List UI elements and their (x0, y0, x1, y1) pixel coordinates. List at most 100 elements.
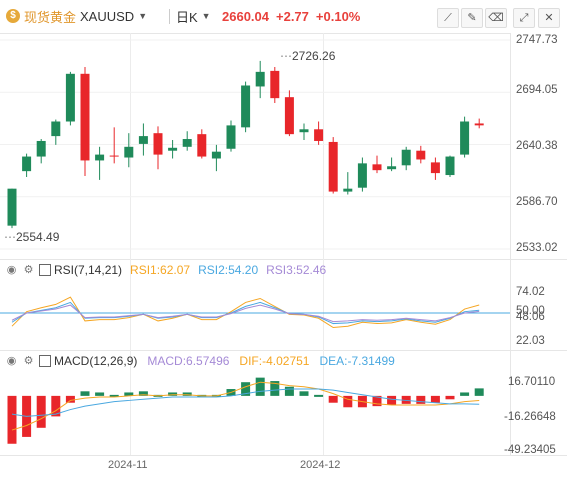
macd-bar (36, 395, 46, 428)
macd-bar (284, 386, 294, 396)
candle-body (211, 151, 221, 159)
rsi-title: RSI(7,14,21) (54, 263, 123, 277)
candle-body (299, 129, 309, 133)
macd-tick: -49.23405 (504, 444, 556, 456)
macd-bar (255, 377, 265, 396)
price-tick: 2586.70 (516, 196, 558, 208)
macd-bar (445, 395, 455, 400)
candle-body (153, 133, 163, 155)
macd-bar (460, 392, 470, 396)
macd-bar (372, 395, 382, 407)
eraser-icon[interactable]: ⌫ (485, 8, 507, 28)
macd-header: ◉ ⚙ MACD(12,26,9) MACD:6.57496 DIF:-4.02… (5, 353, 395, 369)
macd-bar (95, 392, 105, 396)
macd-bar (299, 391, 309, 396)
candle-body (65, 73, 75, 122)
price-summary: 2660.04 +2.77 +0.10% (222, 6, 367, 26)
macd-bar (65, 395, 75, 403)
chevron-down-icon: ▼ (201, 11, 211, 21)
candle-body (445, 156, 455, 176)
macd-bar (387, 395, 397, 405)
eye-icon[interactable]: ◉ (6, 354, 17, 367)
macd-bar (138, 391, 148, 396)
rsi-line (11, 304, 480, 323)
candle-body (343, 188, 353, 192)
macd-tick: 16.70110 (508, 376, 556, 388)
last-price: 2660.04 (222, 8, 269, 24)
fullscreen-icon[interactable]: ⤢ (513, 8, 535, 28)
macd-bar (416, 395, 426, 404)
rsi-header: ◉ ⚙ RSI(7,14,21) RSI1:62.07 RSI2:54.20 R… (5, 262, 327, 278)
rsi3-value: RSI3:52.46 (266, 263, 327, 277)
candle-body (138, 136, 148, 144)
candle-body (460, 121, 470, 155)
dea-value: DEA:-7.31499 (319, 354, 395, 368)
macd-bar (430, 395, 440, 403)
x-axis-label: 2024-12 (300, 459, 341, 471)
gold-coin-icon: $ (6, 9, 20, 23)
macd-bar (401, 395, 411, 404)
candle-body (387, 166, 397, 170)
candle-body (284, 97, 294, 135)
pencil-icon[interactable]: ✎ (461, 8, 483, 28)
candle-body (401, 149, 411, 166)
rsi-tick: 48.06 (516, 311, 545, 323)
dea-line (11, 388, 480, 417)
rsi-tick: 22.03 (516, 335, 545, 347)
price-tick: 2533.02 (516, 242, 558, 254)
candle-body (80, 73, 90, 161)
x-axis-label: 2024-11 (108, 459, 148, 471)
candle-body (51, 121, 61, 137)
checkbox-icon[interactable] (39, 355, 51, 367)
chart-header: $ 现货黄金 XAUUSD ▼ 日K ▼ 2660.04 +2.77 +0.10… (0, 0, 567, 33)
candle-body (226, 125, 236, 149)
candle-body (430, 162, 440, 174)
low-value: 2554.49 (16, 230, 60, 244)
candle-body (95, 154, 105, 161)
price-change-pct: +0.10% (315, 8, 361, 24)
interval-selector[interactable]: 日K ▼ (176, 6, 211, 26)
candle-body (372, 164, 382, 171)
candle-body (270, 70, 280, 99)
dif-value: DIF:-4.02751 (239, 354, 310, 368)
candle-body (314, 129, 324, 141)
symbol-code: XAUUSD (80, 8, 135, 24)
candle-body (36, 140, 46, 157)
macd-bar (474, 388, 484, 396)
symbol-selector[interactable]: $ 现货黄金 XAUUSD ▼ (6, 6, 147, 26)
high-annotation: ⋯2726.26 (280, 49, 336, 63)
eye-icon[interactable]: ◉ (6, 263, 17, 276)
candle-body (357, 163, 367, 188)
candle-body (182, 139, 192, 147)
macd-bar (7, 395, 17, 444)
low-annotation: ⋯2554.49 (4, 230, 60, 244)
instrument-name: 现货黄金 (24, 9, 77, 25)
price-change: +2.77 (276, 8, 309, 24)
rsi2-value: RSI2:54.20 (198, 263, 259, 277)
chevron-down-icon: ▼ (138, 11, 148, 21)
candle-body (197, 134, 207, 157)
draw-line-icon[interactable]: ⟋ (437, 8, 459, 28)
rsi-tick: 74.02 (516, 286, 545, 298)
high-value: 2726.26 (292, 49, 336, 63)
candle-body (328, 141, 338, 192)
macd-bar (168, 392, 178, 396)
checkbox-icon[interactable] (39, 264, 51, 276)
gear-icon[interactable]: ⚙ (23, 263, 34, 276)
macd-bar (51, 395, 61, 417)
candle-body (7, 188, 17, 226)
candle-body (22, 156, 32, 172)
macd-bar (270, 381, 280, 396)
candle-body (124, 146, 134, 158)
macd-value: MACD:6.57496 (147, 354, 230, 368)
price-tick: 2747.73 (516, 34, 558, 46)
rsi-line (11, 296, 480, 329)
interval-label: 日K (176, 9, 198, 25)
rsi1-value: RSI1:62.07 (130, 263, 191, 277)
gear-icon[interactable]: ⚙ (23, 354, 34, 367)
macd-title: MACD(12,26,9) (54, 354, 138, 368)
close-icon[interactable]: ✕ (538, 8, 560, 28)
candle-body (168, 147, 178, 151)
candle-body (416, 150, 426, 160)
